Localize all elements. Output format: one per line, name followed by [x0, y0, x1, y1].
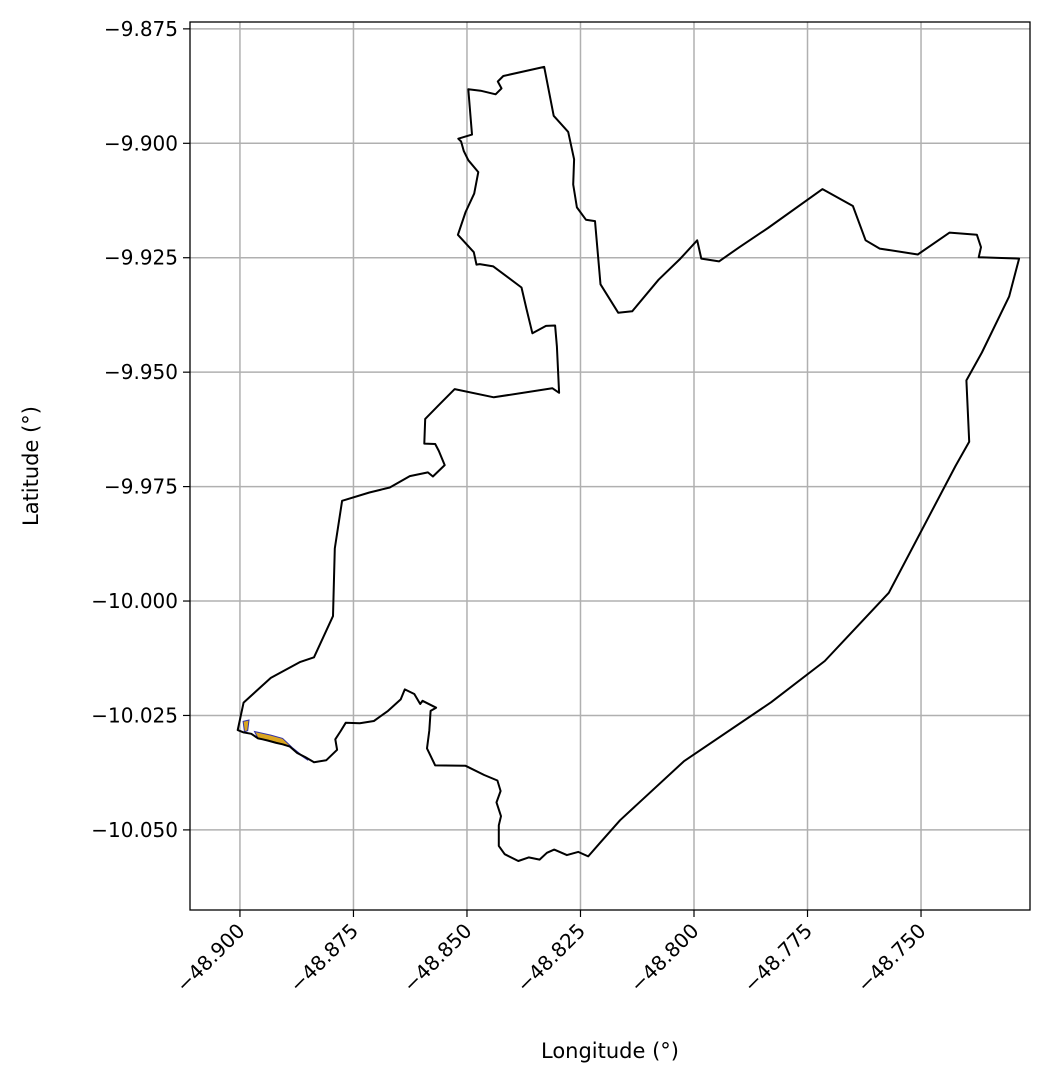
x-tick-label: −48.875	[285, 919, 363, 997]
y-tick-label: −9.875	[104, 17, 178, 41]
y-axis-ticks: −9.875 −9.900 −9.925 −9.950 −9.975 −10.000 −10…	[91, 17, 190, 842]
grid-lines	[190, 22, 1030, 910]
x-tick-label: −48.825	[512, 919, 590, 997]
y-tick-label: −9.950	[104, 360, 178, 384]
y-tick-label: −9.975	[104, 475, 178, 499]
highlight-area	[242, 719, 250, 733]
x-tick-label: −48.900	[171, 919, 249, 997]
municipality-boundary	[236, 65, 1021, 862]
x-tick-label: −48.750	[852, 919, 930, 997]
x-tick-label: −48.775	[739, 919, 817, 997]
y-tick-label: −9.900	[104, 131, 178, 155]
plot-background	[190, 22, 1030, 910]
y-tick-label: −9.925	[104, 246, 178, 270]
y-tick-label: −10.050	[91, 818, 178, 842]
boundary-outline	[236, 65, 1021, 862]
y-axis-label: Latitude (°)	[19, 406, 43, 526]
x-tick-label: −48.800	[625, 919, 703, 997]
x-axis-ticks: −48.900 −48.875 −48.850 −48.825 −48.800 −48.7…	[171, 910, 931, 997]
x-tick-label: −48.850	[398, 919, 476, 997]
x-axis-label: Longitude (°)	[541, 1039, 679, 1063]
y-tick-label: −10.025	[91, 703, 178, 727]
plot-frame	[189, 21, 1031, 911]
y-tick-label: −10.000	[91, 589, 178, 613]
